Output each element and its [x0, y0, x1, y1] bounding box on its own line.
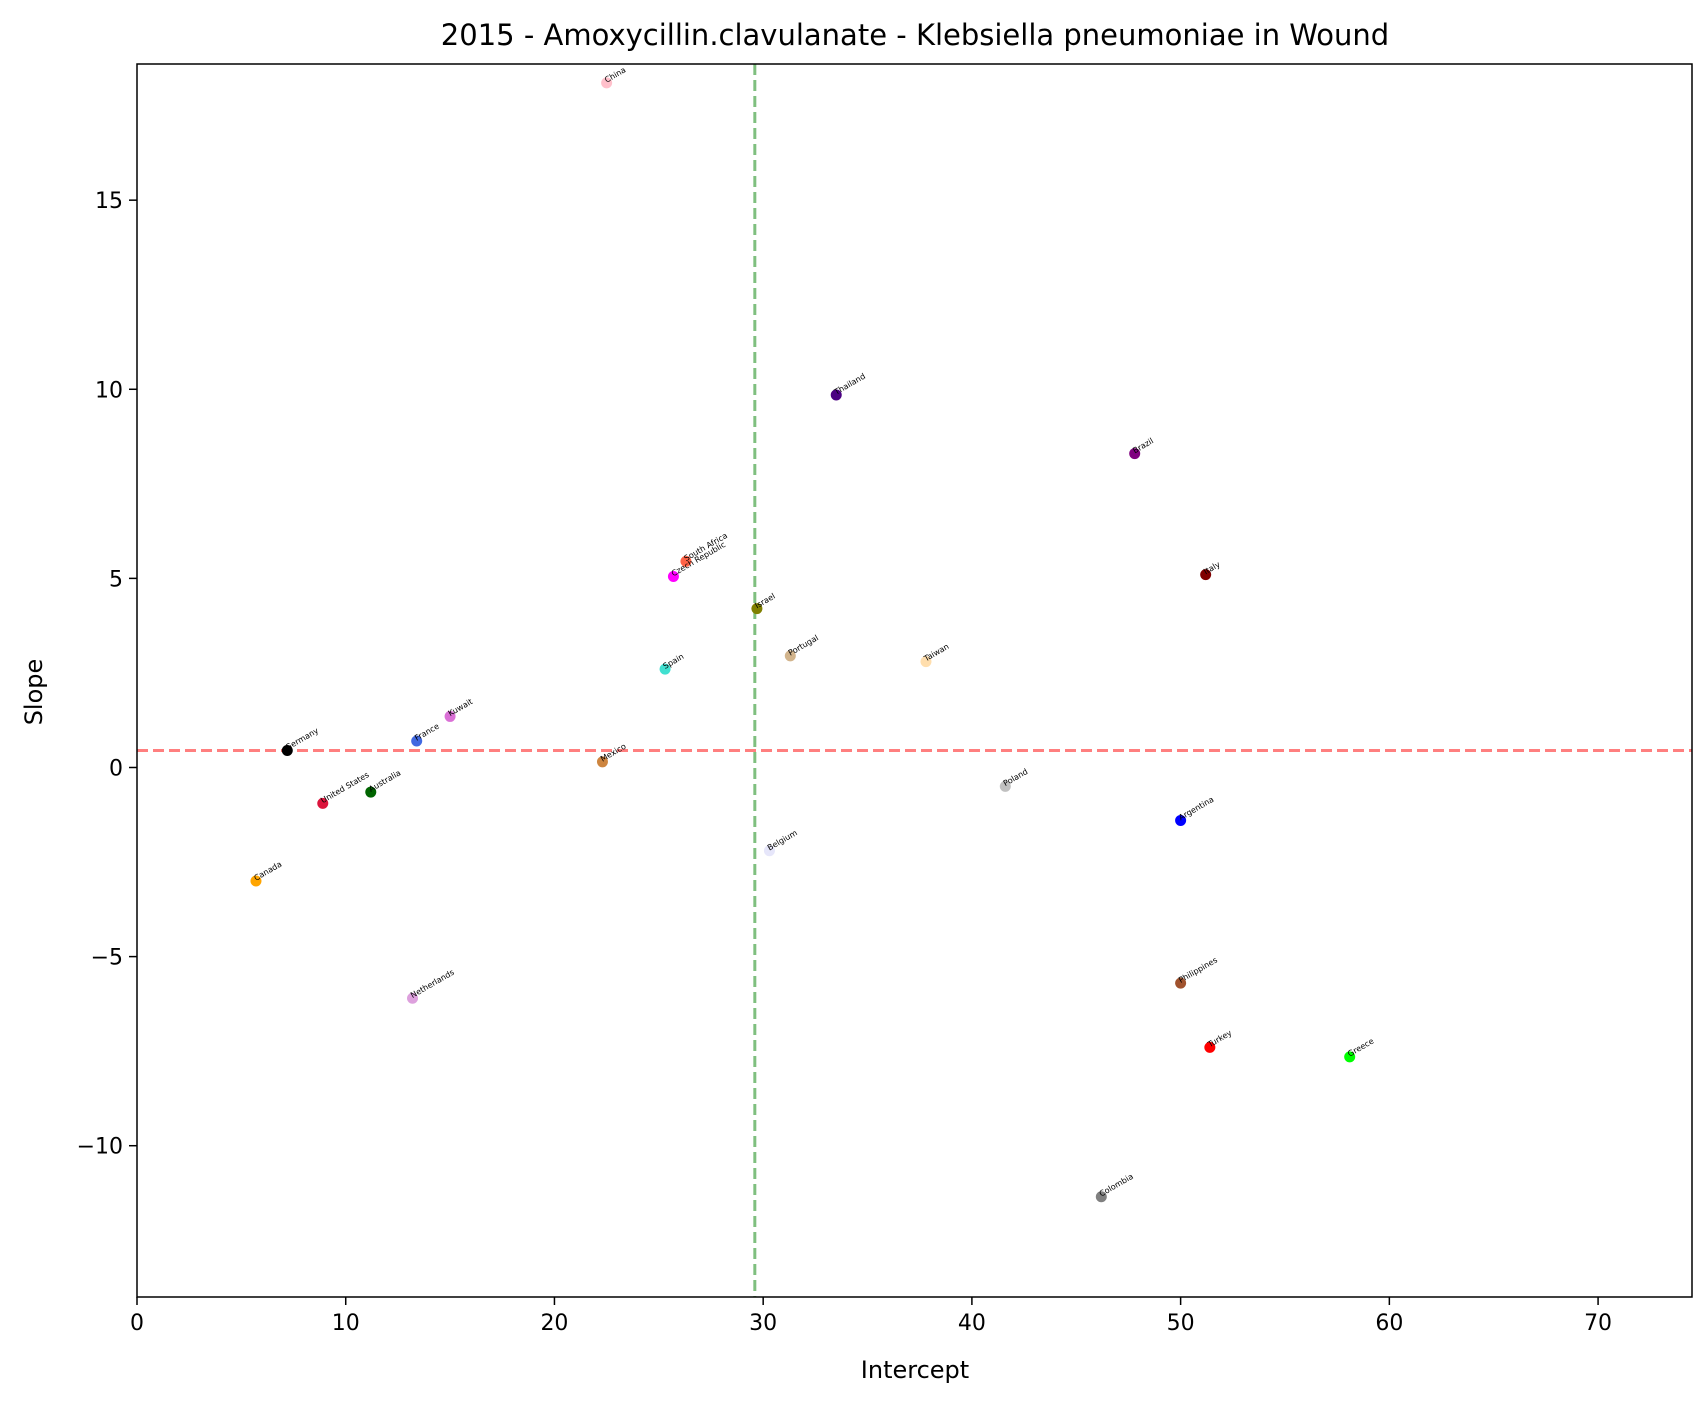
data-point-philippines [1175, 977, 1187, 989]
x-tick-label: 50 [1167, 1311, 1195, 1336]
data-point-mexico [596, 756, 608, 768]
data-point-israel [751, 603, 763, 615]
data-point-argentina [1175, 814, 1187, 826]
data-point-brazil [1129, 448, 1141, 460]
x-tick-label: 20 [540, 1311, 568, 1336]
data-point-france [411, 735, 423, 747]
data-point-italy [1200, 569, 1212, 581]
data-point-colombia [1095, 1191, 1107, 1203]
data-point-taiwan [920, 656, 932, 668]
data-point-south-africa [680, 555, 692, 567]
reference-lines [137, 64, 1692, 1297]
data-point-spain [659, 663, 671, 675]
data-point-turkey [1204, 1041, 1216, 1053]
data-point-poland [999, 780, 1011, 792]
y-tick-label: 10 [95, 378, 123, 403]
x-tick-label: 10 [332, 1311, 360, 1336]
x-axis-label: Intercept [861, 1356, 969, 1384]
data-point-portugal [784, 650, 796, 662]
y-axis-label: Slope [20, 659, 48, 726]
data-point-greece [1344, 1051, 1356, 1063]
y-tick-label: −10 [77, 1135, 123, 1160]
x-axis-ticks: 0 10 20 30 40 50 60 70 [130, 1297, 1612, 1336]
data-point-kuwait [444, 710, 456, 722]
x-tick-label: 0 [130, 1311, 144, 1336]
y-tick-label: 5 [109, 567, 123, 592]
data-point-czech-republic [667, 570, 679, 582]
x-tick-label: 40 [958, 1311, 986, 1336]
x-tick-label: 60 [1375, 1311, 1403, 1336]
data-point-germany [281, 744, 293, 756]
chart-title: 2015 - Amoxycillin.clavulanate - Klebsie… [441, 18, 1389, 52]
x-tick-label: 30 [749, 1311, 777, 1336]
data-point-canada [250, 875, 262, 887]
y-tick-label: −5 [91, 946, 123, 971]
y-tick-label: 15 [95, 189, 123, 214]
plot-frame [136, 63, 1693, 1298]
data-point-australia [365, 786, 377, 798]
data-points [250, 77, 1356, 1203]
data-point-china [601, 77, 613, 89]
y-axis-ticks: −10 −5 0 5 10 15 [77, 189, 137, 1160]
data-point-netherlands [407, 992, 419, 1004]
y-tick-label: 0 [109, 756, 123, 781]
x-tick-label: 70 [1584, 1311, 1612, 1336]
data-point-united-states [317, 797, 329, 809]
data-point-thailand [830, 389, 842, 401]
data-point-belgium [763, 845, 775, 857]
